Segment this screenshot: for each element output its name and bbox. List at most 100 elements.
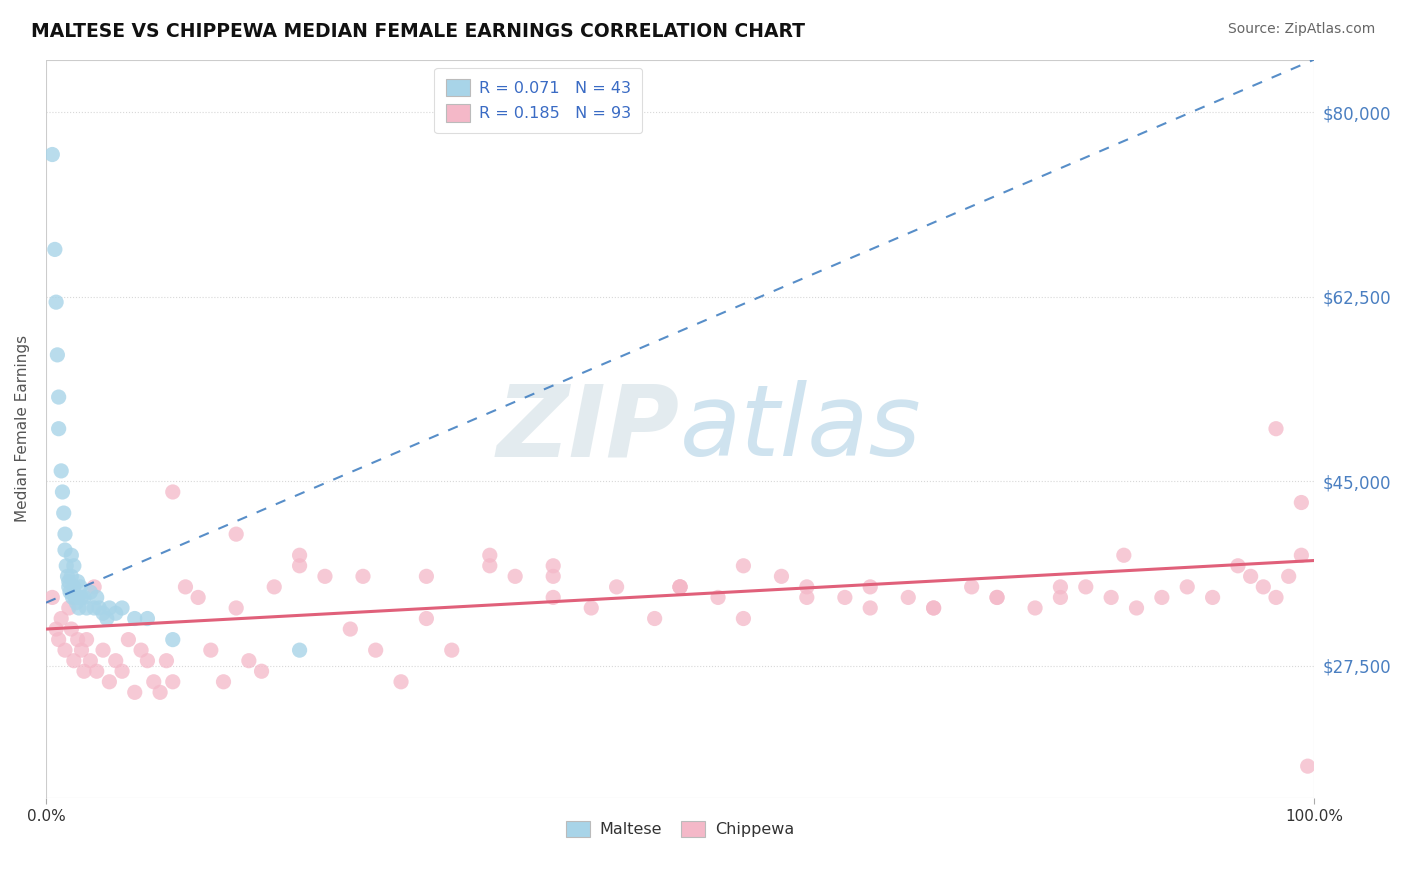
Point bbox=[1265, 422, 1288, 436]
Point bbox=[48, 422, 70, 436]
Point bbox=[83, 601, 105, 615]
Point bbox=[922, 601, 945, 615]
Point bbox=[389, 674, 412, 689]
Point bbox=[48, 632, 70, 647]
Point bbox=[440, 643, 463, 657]
Point bbox=[111, 601, 134, 615]
Point bbox=[263, 580, 285, 594]
Point bbox=[162, 632, 184, 647]
Point bbox=[986, 591, 1008, 605]
Point bbox=[669, 580, 692, 594]
Point bbox=[1291, 548, 1313, 562]
Point bbox=[58, 601, 80, 615]
Point bbox=[53, 643, 76, 657]
Text: ZIP: ZIP bbox=[496, 380, 681, 477]
Point bbox=[41, 591, 63, 605]
Point bbox=[669, 580, 692, 594]
Point bbox=[51, 611, 73, 625]
Point bbox=[98, 601, 121, 615]
Point bbox=[44, 243, 66, 257]
Point bbox=[770, 569, 793, 583]
Point bbox=[352, 569, 374, 583]
Point bbox=[897, 591, 920, 605]
Point bbox=[76, 601, 98, 615]
Point bbox=[1049, 580, 1071, 594]
Point bbox=[124, 611, 146, 625]
Point bbox=[117, 632, 139, 647]
Point bbox=[59, 585, 82, 599]
Point bbox=[136, 654, 159, 668]
Point bbox=[796, 580, 818, 594]
Y-axis label: Median Female Earnings: Median Female Earnings bbox=[15, 335, 30, 522]
Point bbox=[51, 464, 73, 478]
Point bbox=[478, 548, 501, 562]
Point bbox=[104, 654, 127, 668]
Point bbox=[63, 591, 86, 605]
Point bbox=[606, 580, 628, 594]
Point bbox=[339, 622, 361, 636]
Point bbox=[89, 601, 111, 615]
Point bbox=[70, 591, 93, 605]
Point bbox=[1150, 591, 1173, 605]
Point bbox=[225, 601, 247, 615]
Point bbox=[288, 558, 311, 573]
Point bbox=[1099, 591, 1122, 605]
Text: atlas: atlas bbox=[681, 380, 921, 477]
Point bbox=[644, 611, 666, 625]
Point bbox=[162, 674, 184, 689]
Point bbox=[58, 574, 80, 589]
Point bbox=[859, 601, 882, 615]
Point bbox=[415, 611, 437, 625]
Point bbox=[200, 643, 222, 657]
Point bbox=[415, 569, 437, 583]
Point bbox=[86, 591, 108, 605]
Point bbox=[104, 606, 127, 620]
Point bbox=[1049, 591, 1071, 605]
Point bbox=[63, 654, 86, 668]
Point bbox=[56, 569, 79, 583]
Point bbox=[155, 654, 177, 668]
Point bbox=[1296, 759, 1319, 773]
Point bbox=[174, 580, 197, 594]
Point bbox=[98, 674, 121, 689]
Point bbox=[91, 606, 114, 620]
Point bbox=[478, 558, 501, 573]
Point bbox=[62, 591, 84, 605]
Point bbox=[986, 591, 1008, 605]
Point bbox=[1226, 558, 1249, 573]
Point bbox=[1024, 601, 1046, 615]
Point bbox=[288, 548, 311, 562]
Point bbox=[960, 580, 983, 594]
Point bbox=[86, 665, 108, 679]
Point bbox=[149, 685, 172, 699]
Point bbox=[48, 390, 70, 404]
Point bbox=[66, 574, 89, 589]
Point bbox=[541, 591, 564, 605]
Point bbox=[314, 569, 336, 583]
Point bbox=[60, 569, 83, 583]
Text: Source: ZipAtlas.com: Source: ZipAtlas.com bbox=[1227, 22, 1375, 37]
Point bbox=[67, 601, 90, 615]
Point bbox=[45, 295, 67, 310]
Text: MALTESE VS CHIPPEWA MEDIAN FEMALE EARNINGS CORRELATION CHART: MALTESE VS CHIPPEWA MEDIAN FEMALE EARNIN… bbox=[31, 22, 804, 41]
Point bbox=[1265, 591, 1288, 605]
Point bbox=[541, 569, 564, 583]
Point bbox=[91, 643, 114, 657]
Point bbox=[66, 591, 89, 605]
Point bbox=[58, 580, 80, 594]
Point bbox=[796, 591, 818, 605]
Point bbox=[63, 580, 86, 594]
Point bbox=[63, 558, 86, 573]
Point bbox=[187, 591, 209, 605]
Point bbox=[79, 585, 101, 599]
Point bbox=[288, 643, 311, 657]
Point bbox=[581, 601, 603, 615]
Point bbox=[1074, 580, 1097, 594]
Point bbox=[136, 611, 159, 625]
Point bbox=[69, 580, 91, 594]
Point bbox=[111, 665, 134, 679]
Point bbox=[859, 580, 882, 594]
Point bbox=[142, 674, 165, 689]
Point bbox=[669, 580, 692, 594]
Point bbox=[46, 348, 69, 362]
